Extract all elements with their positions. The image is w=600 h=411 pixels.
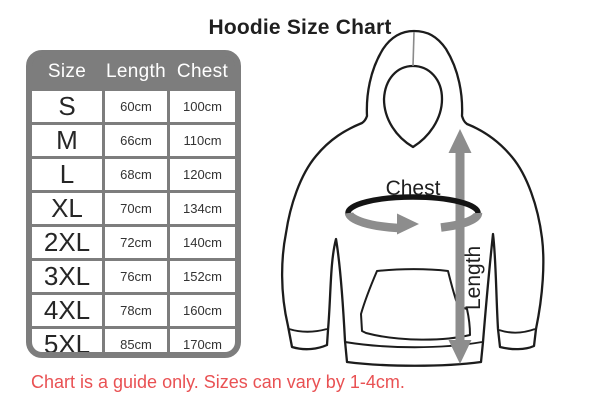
table-header-size: Size xyxy=(32,56,102,88)
hoodie-diagram: Chest Length xyxy=(280,29,545,367)
chest-cell: 170cm xyxy=(170,329,235,352)
chest-cell: 100cm xyxy=(170,91,235,122)
size-cell: S xyxy=(32,91,102,122)
chest-arrowhead xyxy=(397,213,419,235)
chest-cell: 110cm xyxy=(170,125,235,156)
size-cell: 3XL xyxy=(32,261,102,292)
page-title: Hoodie Size Chart xyxy=(208,16,392,39)
length-arrow xyxy=(448,129,472,364)
left-cuff-line xyxy=(288,328,328,333)
kangaroo-pocket xyxy=(360,268,471,341)
chest-label: Chest xyxy=(386,177,441,200)
hood-seam-line xyxy=(412,31,415,67)
chest-arc-gray-left xyxy=(344,211,399,233)
length-cell: 78cm xyxy=(105,295,167,326)
hood-face-opening xyxy=(382,64,444,149)
chest-arc-gray-right xyxy=(440,212,483,232)
chest-cell: 134cm xyxy=(170,193,235,224)
right-cuff-line xyxy=(498,328,536,334)
size-table: Size Length Chest S 60cm 100cm M 66cm 11… xyxy=(26,50,241,358)
length-cell: 85cm xyxy=(105,329,167,352)
chest-cell: 140cm xyxy=(170,227,235,258)
size-cell: 2XL xyxy=(32,227,102,258)
chest-cell: 160cm xyxy=(170,295,235,326)
size-cell: L xyxy=(32,159,102,190)
size-cell: M xyxy=(32,125,102,156)
table-header-length: Length xyxy=(105,56,167,88)
length-cell: 68cm xyxy=(105,159,167,190)
length-cell: 72cm xyxy=(105,227,167,258)
chest-arc-black xyxy=(345,194,481,216)
chest-arrow xyxy=(344,194,483,235)
length-cell: 60cm xyxy=(105,91,167,122)
table-header-chest: Chest xyxy=(170,56,235,88)
length-cell: 66cm xyxy=(105,125,167,156)
size-cell: XL xyxy=(32,193,102,224)
length-cell: 76cm xyxy=(105,261,167,292)
footnote: Chart is a guide only. Sizes can vary by… xyxy=(31,372,405,392)
size-cell: 4XL xyxy=(32,295,102,326)
length-label: Length xyxy=(462,246,485,310)
size-cell: 5XL xyxy=(32,329,102,352)
length-cell: 70cm xyxy=(105,193,167,224)
chest-cell: 152cm xyxy=(170,261,235,292)
chest-cell: 120cm xyxy=(170,159,235,190)
